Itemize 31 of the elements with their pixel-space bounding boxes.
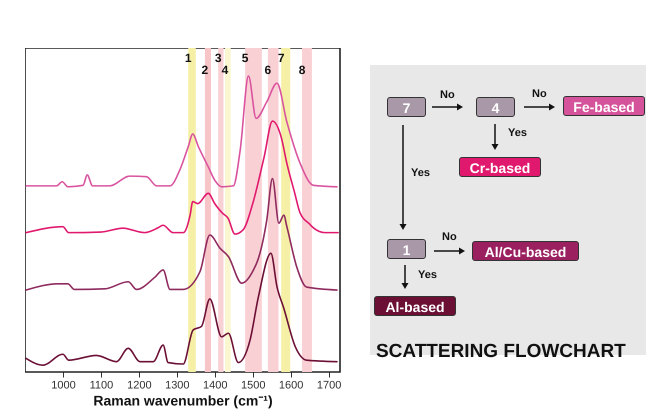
band-label: 6 (264, 63, 272, 77)
band-label: 7 (278, 51, 285, 65)
text: No (440, 89, 455, 101)
band-label: 4 (222, 63, 229, 77)
text: Al/Cu-based (472, 241, 579, 261)
text: SCATTERING FLOWCHART (376, 341, 626, 363)
text: 1 (387, 239, 426, 259)
text: No (442, 231, 457, 243)
x-tick-label: 1500 (240, 380, 266, 392)
text: Al-based (374, 296, 456, 316)
text: 7 (387, 97, 426, 117)
text: Yes (411, 167, 430, 179)
band-label: 8 (298, 63, 306, 77)
x-tick-label: 1100 (90, 380, 114, 392)
x-tick-label: 1400 (203, 380, 228, 392)
band-label: 3 (214, 51, 222, 65)
text: Fe-based (563, 96, 645, 116)
x-tick-label: 1300 (165, 380, 190, 392)
text: 4 (476, 97, 515, 117)
text: No (532, 88, 547, 100)
text: Cr-based (459, 157, 541, 177)
band-label: 5 (242, 51, 249, 65)
band-label: 1 (184, 51, 192, 65)
x-tick-label: 1000 (51, 380, 76, 392)
x-tick-label: 1700 (316, 380, 342, 392)
text: Yes (418, 269, 437, 281)
x-axis-title: Raman wavenumber (cm⁻¹) (93, 392, 273, 408)
x-tick-label: 1200 (127, 380, 152, 392)
x-tick-label: 1600 (278, 380, 304, 392)
band-label: 2 (202, 63, 209, 77)
text: Yes (508, 127, 527, 139)
